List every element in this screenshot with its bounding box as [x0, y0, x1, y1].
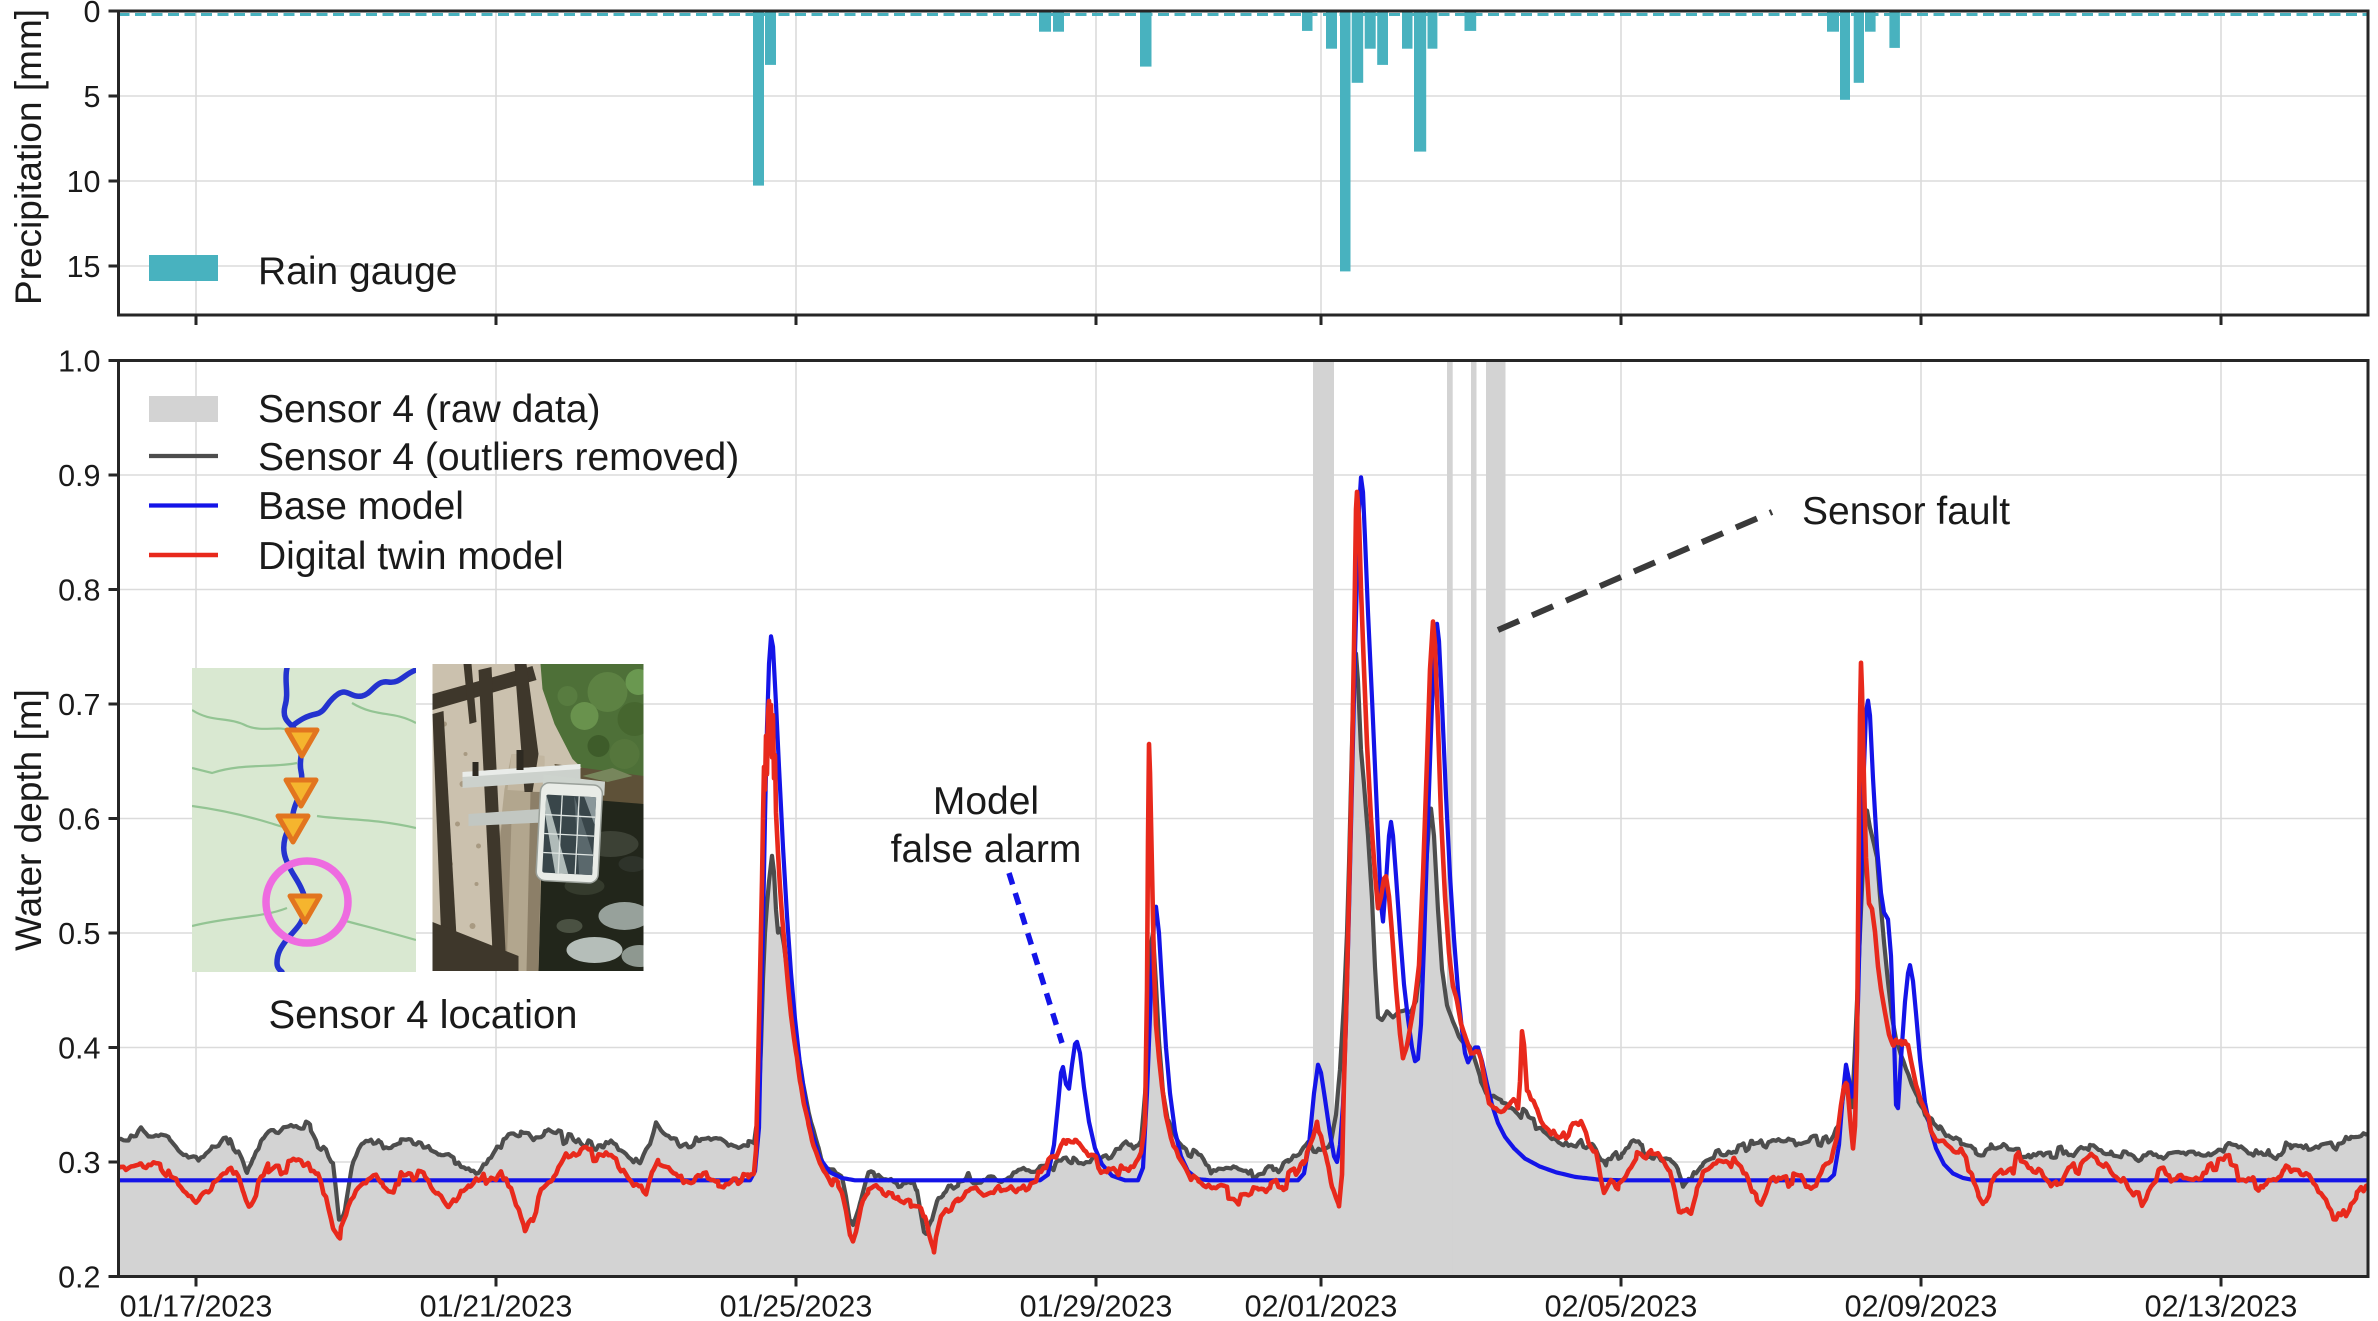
- svg-text:0.6: 0.6: [58, 803, 100, 837]
- svg-text:Sensor 4 (outliers removed): Sensor 4 (outliers removed): [258, 436, 739, 479]
- svg-text:Rain gauge: Rain gauge: [258, 250, 458, 293]
- svg-text:0.5: 0.5: [58, 917, 100, 951]
- svg-text:0.4: 0.4: [58, 1032, 100, 1066]
- svg-text:02/05/2023: 02/05/2023: [1545, 1290, 1698, 1321]
- svg-text:15: 15: [67, 250, 101, 284]
- svg-text:Water depth [m]: Water depth [m]: [8, 689, 49, 951]
- svg-text:0.3: 0.3: [58, 1146, 100, 1180]
- svg-text:1.0: 1.0: [58, 345, 100, 379]
- svg-text:false alarm: false alarm: [891, 828, 1082, 871]
- svg-text:10: 10: [67, 165, 101, 199]
- svg-text:Digital twin model: Digital twin model: [258, 535, 564, 578]
- svg-text:Precipitation [mm]: Precipitation [mm]: [8, 9, 49, 305]
- svg-text:Sensor 4 location: Sensor 4 location: [268, 993, 577, 1037]
- svg-text:01/29/2023: 01/29/2023: [1020, 1290, 1173, 1321]
- svg-text:01/25/2023: 01/25/2023: [720, 1290, 873, 1321]
- svg-text:0.8: 0.8: [58, 574, 100, 608]
- svg-text:01/21/2023: 01/21/2023: [420, 1290, 573, 1321]
- svg-text:02/13/2023: 02/13/2023: [2145, 1290, 2298, 1321]
- svg-text:Sensor 4 (raw data): Sensor 4 (raw data): [258, 388, 601, 431]
- svg-text:01/17/2023: 01/17/2023: [120, 1290, 273, 1321]
- svg-text:Base model: Base model: [258, 485, 464, 528]
- svg-text:02/09/2023: 02/09/2023: [1845, 1290, 1998, 1321]
- svg-text:02/01/2023: 02/01/2023: [1245, 1290, 1398, 1321]
- svg-text:0.7: 0.7: [58, 688, 100, 722]
- svg-text:Sensor fault: Sensor fault: [1802, 490, 2010, 533]
- svg-text:0.9: 0.9: [58, 459, 100, 493]
- svg-text:0: 0: [84, 0, 101, 29]
- svg-text:Model: Model: [933, 780, 1039, 823]
- svg-text:0.2: 0.2: [58, 1261, 100, 1295]
- svg-text:5: 5: [84, 80, 101, 114]
